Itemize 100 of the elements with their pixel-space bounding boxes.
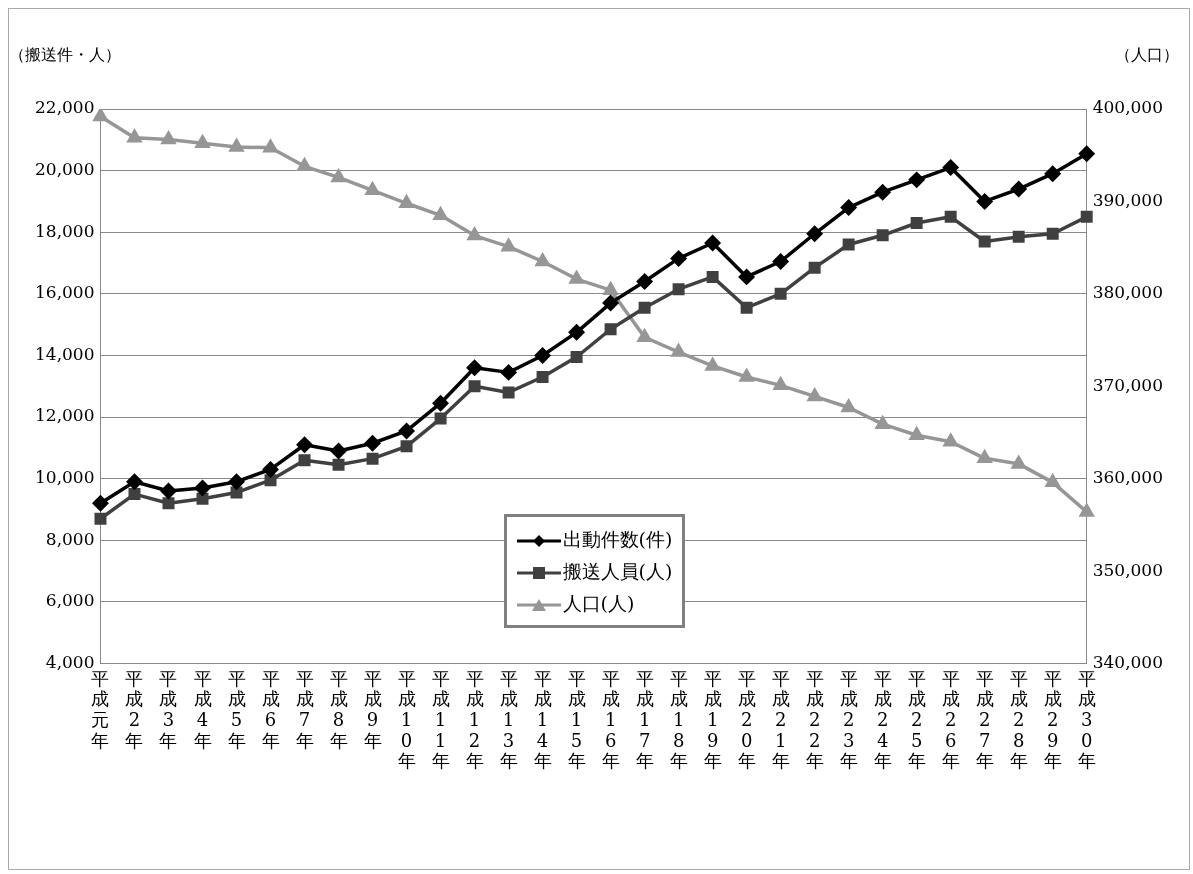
point — [774, 287, 787, 300]
x-tick-label: 平成22年 — [805, 667, 824, 772]
point — [840, 199, 857, 216]
point — [432, 395, 449, 411]
point — [466, 360, 483, 376]
point — [841, 399, 856, 413]
point — [534, 347, 551, 364]
legend-label: 搬送人員(人) — [562, 559, 673, 582]
point — [602, 295, 619, 311]
point — [1012, 230, 1025, 243]
point — [502, 386, 515, 399]
x-tick-label: 平成10年 — [397, 667, 416, 772]
point — [93, 109, 108, 122]
point — [196, 492, 209, 505]
x-tick-label: 平成18年 — [669, 667, 688, 772]
point — [1045, 474, 1060, 488]
point — [739, 369, 754, 382]
point — [638, 301, 651, 314]
point — [773, 377, 788, 391]
y2-tick-label: 360,000 — [1092, 467, 1164, 488]
x-tick-label: 平成23年 — [839, 667, 858, 772]
x-tick-label: 平成17年 — [635, 667, 654, 772]
y2-tick-label: 400,000 — [1092, 97, 1164, 118]
point — [706, 270, 719, 283]
x-tick-label: 平成13年 — [499, 667, 518, 772]
y2-tick-label: 370,000 — [1092, 374, 1164, 395]
point — [535, 253, 550, 267]
point — [603, 282, 618, 295]
point — [569, 271, 584, 284]
y2-axis-title: （人口） — [1115, 45, 1179, 65]
point — [604, 323, 617, 336]
point — [262, 461, 279, 478]
x-tick-label: 平成29年 — [1043, 667, 1062, 772]
point — [1044, 165, 1061, 182]
point — [228, 474, 245, 490]
x-tick-label: 平成24年 — [873, 667, 892, 772]
point — [807, 388, 822, 402]
point — [331, 169, 346, 183]
point — [738, 269, 755, 285]
x-tick-label: 平成20年 — [737, 667, 756, 772]
point — [162, 497, 175, 510]
point — [636, 273, 653, 290]
point — [944, 210, 957, 223]
x-tick-label: 平成11年 — [431, 667, 450, 772]
point — [468, 380, 481, 393]
x-tick-label: 平成16年 — [601, 667, 620, 772]
point — [229, 139, 244, 152]
y2-tick-label: 380,000 — [1092, 282, 1164, 303]
y-tick-label: 6,000 — [45, 590, 95, 611]
point — [127, 129, 142, 143]
point — [672, 283, 685, 296]
point — [874, 184, 891, 200]
point — [365, 182, 380, 196]
legend-label: 出動件数(件) — [562, 527, 673, 550]
point — [433, 207, 448, 221]
x-tick-label: 平成19年 — [703, 667, 722, 772]
point — [976, 193, 993, 210]
point — [398, 423, 415, 439]
point — [670, 250, 687, 267]
point — [263, 140, 278, 153]
point — [568, 324, 585, 341]
point — [909, 427, 924, 440]
point — [1046, 227, 1059, 240]
point — [740, 301, 753, 314]
point — [332, 458, 345, 471]
point — [1080, 210, 1093, 223]
point — [296, 437, 313, 453]
point — [399, 195, 414, 209]
y-tick-label: 8,000 — [45, 528, 95, 549]
point — [1010, 181, 1027, 197]
x-tick-label: 平成15年 — [567, 667, 586, 772]
x-tick-label: 平成3年 — [159, 667, 178, 751]
x-tick-label: 平成14年 — [533, 667, 552, 772]
point — [1078, 145, 1095, 162]
x-tick-label: 平成4年 — [193, 667, 212, 751]
point — [366, 452, 379, 465]
point — [364, 435, 381, 451]
point — [704, 235, 721, 251]
point — [978, 235, 991, 248]
point — [160, 483, 177, 499]
point — [943, 433, 958, 447]
point — [94, 512, 107, 525]
y-tick-label: 18,000 — [35, 220, 95, 241]
point — [908, 172, 925, 188]
point — [161, 131, 176, 145]
point — [806, 226, 823, 242]
point — [92, 495, 109, 512]
point — [230, 486, 243, 499]
x-tick-label: 平成26年 — [941, 667, 960, 772]
x-tick-label: 平成7年 — [295, 667, 314, 751]
point — [194, 480, 211, 496]
point — [434, 412, 447, 425]
point — [842, 238, 855, 251]
point — [942, 159, 959, 176]
point — [298, 454, 311, 467]
y2-tick-label: 350,000 — [1092, 559, 1164, 580]
x-tick-label: 平成12年 — [465, 667, 484, 772]
point — [875, 416, 890, 429]
point — [264, 474, 277, 487]
y-axis-title: （搬送件・人） — [9, 45, 121, 65]
